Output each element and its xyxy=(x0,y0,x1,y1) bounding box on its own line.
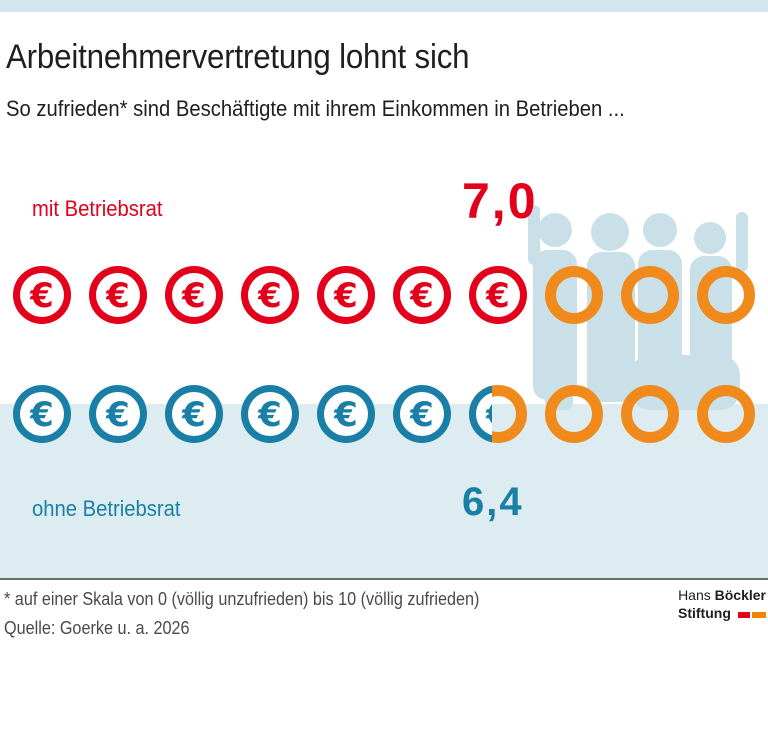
euro-coin-icon: € xyxy=(241,266,299,324)
pictogram-row: € € € € € € € xyxy=(13,385,755,443)
svg-text:€: € xyxy=(181,395,206,435)
svg-text:€: € xyxy=(257,395,282,435)
svg-text:€: € xyxy=(333,395,358,435)
svg-text:€: € xyxy=(333,276,358,316)
value-label-without-works-council: 6,4 xyxy=(462,480,524,524)
chart-title: Arbeitnehmervertretung lohnt sich xyxy=(6,38,470,76)
logo-bar-red xyxy=(738,612,750,618)
euro-coin-icon: € xyxy=(89,266,147,324)
empty-ring-icon xyxy=(621,266,679,324)
empty-ring-icon xyxy=(621,385,679,443)
chart-subtitle: So zufrieden* sind Beschäftigte mit ihre… xyxy=(6,96,625,121)
svg-text:€: € xyxy=(257,276,282,316)
euro-coin-icon: € xyxy=(165,266,223,324)
svg-text:€: € xyxy=(485,395,510,435)
euro-coin-icon: € xyxy=(393,385,451,443)
svg-text:€: € xyxy=(105,395,130,435)
euro-coin-icon: € xyxy=(317,385,375,443)
svg-text:€: € xyxy=(485,276,510,316)
logo-line1: Hans Böckler xyxy=(678,587,766,603)
empty-ring-icon xyxy=(697,385,755,443)
euro-coin-icon: € xyxy=(393,266,451,324)
euro-coin-icon: € xyxy=(241,385,299,443)
logo-bar-orange xyxy=(752,612,766,618)
footer-divider xyxy=(0,578,768,580)
logo-word-hans: Hans xyxy=(678,587,711,603)
logo-word-stiftung: Stiftung xyxy=(678,605,731,621)
euro-coin-icon: € xyxy=(89,385,147,443)
svg-text:€: € xyxy=(181,276,206,316)
empty-ring-icon xyxy=(545,266,603,324)
euro-coin-icon: € xyxy=(13,385,71,443)
hans-boeckler-stiftung-logo: Hans Böckler Stiftung xyxy=(676,587,766,623)
pictogram-chart: € € € € € € € € € € € € € € xyxy=(13,205,755,443)
euro-coin-icon: € xyxy=(13,266,71,324)
svg-text:€: € xyxy=(105,276,130,316)
empty-ring-icon xyxy=(697,266,755,324)
value-label-with-works-council: 7,0 xyxy=(462,173,538,229)
partial-euro-coin-icon: € xyxy=(469,385,527,443)
footnote: * auf einer Skala von 0 (völlig unzufrie… xyxy=(4,589,480,609)
pictogram-rows: € € € € € € € € € € € € € € xyxy=(13,266,755,443)
euro-coin-icon: € xyxy=(317,266,375,324)
svg-text:€: € xyxy=(29,395,54,435)
empty-ring-icon xyxy=(545,385,603,443)
svg-text:€: € xyxy=(29,276,54,316)
series-label-with-works-council: mit Betriebsrat xyxy=(32,196,163,221)
svg-text:€: € xyxy=(409,276,434,316)
pictogram-row: € € € € € € € xyxy=(13,266,755,324)
euro-coin-icon: € xyxy=(165,385,223,443)
series-label-without-works-council: ohne Betriebsrat xyxy=(32,496,181,521)
svg-text:€: € xyxy=(409,395,434,435)
logo-word-boeckler: Böckler xyxy=(714,587,766,603)
source-note: Quelle: Goerke u. a. 2026 xyxy=(4,618,190,638)
top-band xyxy=(0,0,768,12)
euro-coin-icon: € xyxy=(469,266,527,324)
